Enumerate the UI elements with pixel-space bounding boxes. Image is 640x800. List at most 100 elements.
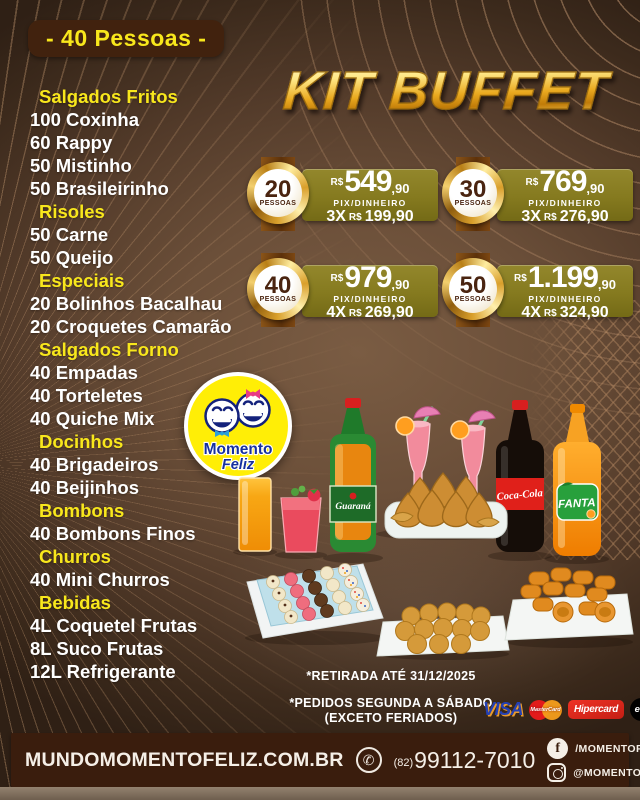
currency-label: R$ bbox=[543, 211, 557, 223]
facebook-link[interactable]: f /MOMENTOFELIZ.FESTAS bbox=[547, 738, 640, 759]
installment-value: 324,90 bbox=[559, 303, 609, 321]
menu-section-title: Docinhos bbox=[39, 431, 124, 452]
menu-item: 50 Carne bbox=[30, 224, 109, 245]
instagram-handle: @MOMENTOFELIZ.BUFFET bbox=[573, 766, 640, 779]
visa-icon: VISA bbox=[483, 699, 524, 719]
instagram-link[interactable]: @MOMENTOFELIZ.BUFFET bbox=[547, 763, 640, 782]
menu-item: 40 Bombons Finos bbox=[30, 523, 196, 544]
people-label: PESSOAS bbox=[454, 295, 492, 303]
phone-digits: 99112-7010 bbox=[414, 746, 536, 773]
menu-item: 40 Beijinhos bbox=[30, 477, 139, 498]
installments-count: 3X bbox=[521, 207, 541, 225]
installments-count: 3X bbox=[326, 207, 346, 225]
menu-item: 40 Quiche Mix bbox=[30, 408, 155, 429]
phone-area-code: (82) bbox=[393, 757, 414, 769]
menu-section-title: Churros bbox=[39, 546, 111, 567]
installment-value: 276,90 bbox=[559, 207, 609, 225]
guarana-bottle-photo: Guaraná bbox=[329, 398, 377, 552]
people-count: 30 bbox=[459, 175, 487, 203]
currency-label: R$ bbox=[330, 176, 344, 188]
menu-section-title: Bebidas bbox=[39, 592, 111, 613]
installments-count: 4X bbox=[326, 303, 346, 321]
mini-churros-plate-photo bbox=[504, 567, 634, 641]
menu-item: 50 Queijo bbox=[30, 247, 114, 268]
payment-method-label: PIX/DINHEIRO bbox=[528, 293, 602, 304]
phone-number[interactable]: (82) 99112-7010 bbox=[394, 747, 536, 774]
menu-item: 50 Brasileirinho bbox=[30, 178, 169, 199]
currency-label: R$ bbox=[348, 211, 362, 223]
mastercard-icon: MasterCard bbox=[529, 699, 563, 721]
menu-item: 50 Mistinho bbox=[30, 155, 132, 176]
menu-item: 60 Rappy bbox=[30, 132, 113, 153]
coca-cola-label: Coca-Cola bbox=[496, 488, 543, 503]
price-value: 979 bbox=[344, 260, 392, 294]
menu-item: 100 Coxinha bbox=[30, 109, 139, 130]
payment-methods: VISA MasterCard Hipercard elo bbox=[483, 698, 640, 721]
people-label: PESSOAS bbox=[259, 199, 297, 207]
fried-balls-plate-photo bbox=[376, 602, 510, 657]
whatsapp-icon[interactable]: ✆ bbox=[355, 747, 382, 773]
people-medal: 50 PESSOAS bbox=[441, 253, 505, 327]
people-medal: 20 PESSOAS bbox=[246, 157, 310, 231]
menu-item: 40 Brigadeiros bbox=[30, 454, 159, 475]
logo-text-line1: Momento bbox=[204, 441, 273, 458]
product-photos: Guaraná bbox=[233, 398, 634, 660]
logo-text-line2: Feliz bbox=[222, 457, 255, 473]
price-value: 549 bbox=[344, 164, 392, 198]
payment-method-label: PIX/DINHEIRO bbox=[333, 293, 407, 304]
instagram-icon bbox=[547, 763, 567, 782]
menu-item: 40 Torteletes bbox=[30, 385, 143, 406]
payment-method-label: PIX/DINHEIRO bbox=[333, 197, 407, 208]
page-title: KIT BUFFET bbox=[256, 60, 636, 122]
orange-juice-glass-photo bbox=[238, 477, 272, 552]
people-count-badge: - 40 Pessoas - bbox=[28, 20, 225, 57]
menu-section-title: Salgados Fritos bbox=[39, 86, 178, 107]
people-label: PESSOAS bbox=[454, 199, 492, 207]
people-count: 20 bbox=[264, 175, 292, 203]
price-value: 1.199 bbox=[527, 260, 599, 294]
menu-section-title: Risoles bbox=[39, 201, 105, 222]
currency-label: R$ bbox=[330, 272, 344, 284]
price-cents: ,90 bbox=[391, 276, 410, 292]
menu-item: 20 Croquetes Camarão bbox=[30, 316, 232, 337]
menu-item: 20 Bolinhos Bacalhau bbox=[30, 293, 223, 314]
people-label: PESSOAS bbox=[259, 295, 297, 303]
menu-item: 4L Coquetel Frutas bbox=[30, 615, 198, 636]
menu-section-title: Bombons bbox=[39, 500, 125, 521]
facebook-handle: /MOMENTOFELIZ.FESTAS bbox=[575, 742, 640, 755]
elo-icon: elo bbox=[630, 698, 640, 721]
price-cents: ,90 bbox=[586, 180, 605, 196]
facebook-icon: f bbox=[547, 738, 569, 759]
menu-item: 40 Empadas bbox=[30, 362, 138, 383]
price-plan-30: R$ 769 ,90 PIX/DINHEIRO 3X R$ 276,90 30 … bbox=[441, 157, 639, 231]
price-panel: R$ 769 ,90 PIX/DINHEIRO 3X R$ 276,90 bbox=[497, 164, 633, 224]
coxinha-plate-photo bbox=[384, 472, 508, 539]
payment-method-label: PIX/DINHEIRO bbox=[528, 197, 602, 208]
website-link[interactable]: MUNDOMOMENTOFELIZ.COM.BR bbox=[25, 748, 344, 771]
price-cents: ,90 bbox=[597, 276, 616, 292]
currency-label: R$ bbox=[525, 176, 539, 188]
installment-value: 269,90 bbox=[364, 303, 414, 321]
currency-label: R$ bbox=[543, 307, 557, 319]
people-count: 40 bbox=[264, 271, 292, 299]
price-plan-20: R$ 549 ,90 PIX/DINHEIRO 3X R$ 199,90 20 … bbox=[246, 157, 444, 231]
strawberry-drink-photo bbox=[280, 485, 322, 553]
fanta-label: FANTA bbox=[558, 497, 596, 511]
people-medal: 40 PESSOAS bbox=[246, 253, 310, 327]
fanta-bottle-photo: FANTA bbox=[553, 404, 601, 556]
menu-list: Salgados Fritos 100 Coxinha 60 Rappy 50 … bbox=[30, 85, 232, 683]
sweets-tray-photo bbox=[246, 563, 384, 639]
currency-label: R$ bbox=[514, 272, 527, 284]
menu-item: 12L Refrigerante bbox=[30, 661, 176, 682]
momento-feliz-logo: Momento Feliz bbox=[184, 372, 292, 480]
price-value: 769 bbox=[539, 164, 587, 198]
pickup-deadline-note: *RETIRADA ATÉ 31/12/2025 bbox=[306, 669, 476, 683]
guarana-label: Guaraná bbox=[335, 502, 371, 512]
people-count: 50 bbox=[459, 271, 487, 299]
hipercard-icon: Hipercard bbox=[568, 700, 625, 719]
price-plan-50: R$ 1.199 ,90 PIX/DINHEIRO 4X R$ 324,90 5… bbox=[441, 253, 639, 327]
currency-label: R$ bbox=[348, 307, 362, 319]
holidays-note: (EXCETO FERIADOS) bbox=[324, 711, 458, 725]
price-plan-40: R$ 979 ,90 PIX/DINHEIRO 4X R$ 269,90 40 … bbox=[246, 253, 444, 327]
